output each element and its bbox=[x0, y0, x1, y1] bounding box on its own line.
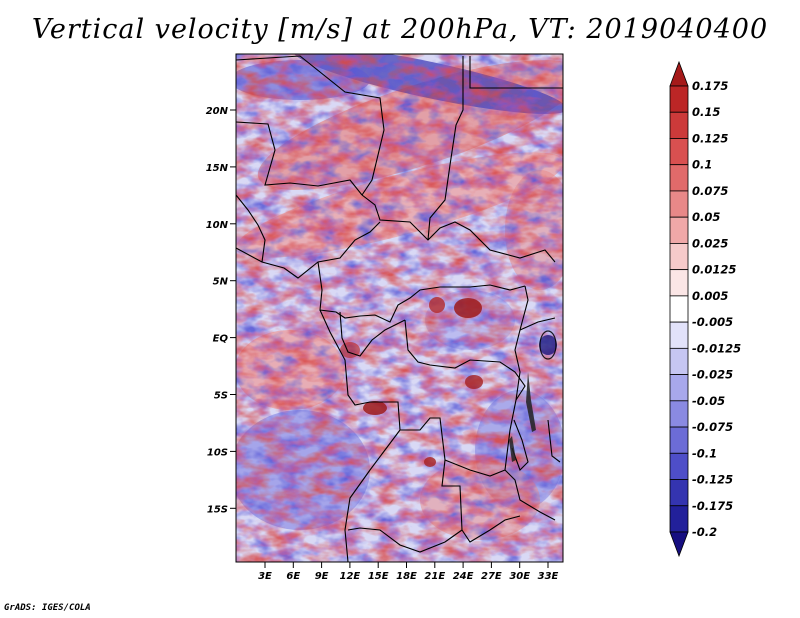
lon-label: 21E bbox=[424, 571, 445, 582]
lat-label: 5N bbox=[213, 277, 229, 288]
lon-label: 24E bbox=[453, 571, 474, 582]
map-figure: 20N 15N 10N 5N EQ 5S 10S 15S 3E 6E 9E 12E 15E 18E 21E… bbox=[0, 0, 800, 618]
colorbar-swatch bbox=[670, 506, 688, 532]
colorbar-swatch bbox=[670, 401, 688, 427]
colorbar-swatch bbox=[670, 191, 688, 217]
colorbar-swatch bbox=[670, 270, 688, 296]
colorbar: 0.175 0.15 0.125 0.1 0.075 0.05 0.025 0.0125 0.0… bbox=[670, 62, 741, 556]
lat-label: 5S bbox=[214, 391, 228, 402]
lon-label: 30E bbox=[509, 571, 530, 582]
colorbar-min-arrow bbox=[670, 532, 688, 556]
colorbar-swatch bbox=[670, 112, 688, 138]
lat-label: 15N bbox=[206, 163, 229, 174]
colorbar-label: -0.05 bbox=[692, 394, 725, 408]
colorbar-label: 0.175 bbox=[692, 79, 728, 93]
colorbar-label: -0.2 bbox=[692, 525, 717, 539]
lat-label: EQ bbox=[213, 334, 229, 345]
longitude-axis: 3E 6E 9E 12E 15E 18E 21E 24E 27E 30E 33E bbox=[258, 562, 558, 582]
colorbar-label: 0.005 bbox=[692, 289, 728, 303]
colorbar-swatch bbox=[670, 217, 688, 243]
colorbar-swatch bbox=[670, 453, 688, 479]
lon-label: 6E bbox=[286, 571, 300, 582]
colorbar-label: 0.025 bbox=[692, 236, 728, 250]
lon-label: 9E bbox=[315, 571, 329, 582]
lon-label: 12E bbox=[340, 571, 361, 582]
lat-label: 10N bbox=[206, 220, 229, 231]
colorbar-label: 0.15 bbox=[692, 105, 720, 119]
colorbar-swatch bbox=[670, 322, 688, 348]
colorbar-label: -0.025 bbox=[692, 368, 733, 382]
colorbar-label: 0.125 bbox=[692, 131, 728, 145]
lon-label: 33E bbox=[538, 571, 559, 582]
lat-label: 10S bbox=[207, 447, 228, 458]
colorbar-swatch bbox=[670, 86, 688, 112]
colorbar-label: -0.125 bbox=[692, 473, 733, 487]
colorbar-swatch bbox=[670, 138, 688, 164]
colorbar-swatch bbox=[670, 375, 688, 401]
colorbar-swatch bbox=[670, 480, 688, 506]
colorbar-label: 0.05 bbox=[692, 210, 720, 224]
lon-label: 18E bbox=[396, 571, 417, 582]
latitude-axis: 20N 15N 10N 5N EQ 5S 10S 15S bbox=[206, 106, 236, 515]
colorbar-label: 0.075 bbox=[692, 184, 728, 198]
lat-label: 20N bbox=[206, 106, 229, 117]
colorbar-swatch bbox=[670, 296, 688, 322]
colorbar-label: -0.0125 bbox=[692, 341, 741, 355]
colorbar-max-arrow bbox=[670, 62, 688, 86]
colorbar-swatch bbox=[670, 165, 688, 191]
colorbar-swatch bbox=[670, 427, 688, 453]
colorbar-label: 0.0125 bbox=[692, 263, 736, 277]
colorbar-label: 0.1 bbox=[692, 158, 712, 172]
colorbar-label: -0.005 bbox=[692, 315, 733, 329]
grads-credit: GrADS: IGES/COLA bbox=[4, 603, 91, 613]
colorbar-swatch bbox=[670, 243, 688, 269]
colorbar-label: -0.075 bbox=[692, 420, 733, 434]
colorbar-swatch bbox=[670, 348, 688, 374]
lon-label: 15E bbox=[368, 571, 389, 582]
colorbar-label: -0.1 bbox=[692, 446, 717, 460]
colorbar-label: -0.175 bbox=[692, 499, 733, 513]
lon-label: 3E bbox=[258, 571, 272, 582]
lat-label: 15S bbox=[207, 504, 228, 515]
lon-label: 27E bbox=[481, 571, 502, 582]
